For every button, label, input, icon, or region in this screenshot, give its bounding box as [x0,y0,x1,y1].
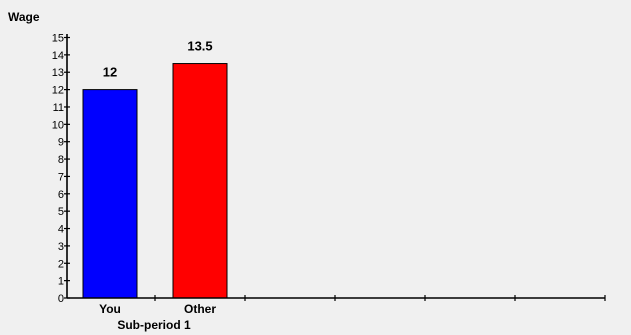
y-tick-label-2: 2 [58,258,64,270]
y-tick-label-11: 11 [53,102,64,114]
y-tick-label-5: 5 [58,206,64,218]
y-tick-label-12: 12 [52,85,64,97]
data-label-you: 12 [103,65,117,80]
y-tick-label-1: 1 [58,276,64,288]
bar-other [172,63,228,299]
y-tick-label-4: 4 [58,224,64,236]
y-tick-label-3: 3 [58,241,64,253]
x-axis-label: Sub-period 1 [117,318,191,332]
y-tick-label-0: 0 [58,293,64,305]
y-tick-label-14: 14 [52,50,64,62]
y-tick-label-13: 13 [52,67,64,79]
y-tick-label-6: 6 [58,189,64,201]
category-label-other: Other [184,302,216,316]
category-label-you: You [99,302,121,316]
y-tick-label-9: 9 [58,137,64,149]
y-tick-label-15: 15 [52,33,64,45]
data-label-other: 13.5 [187,39,212,54]
bars-group: 12 You 13.5 Other [82,39,228,316]
bar-you [82,89,138,299]
y-axis-label: Wage [8,10,40,24]
y-tick-label-8: 8 [58,154,64,166]
y-tick-label-7: 7 [58,171,64,183]
y-tick-label-10: 10 [52,119,64,131]
